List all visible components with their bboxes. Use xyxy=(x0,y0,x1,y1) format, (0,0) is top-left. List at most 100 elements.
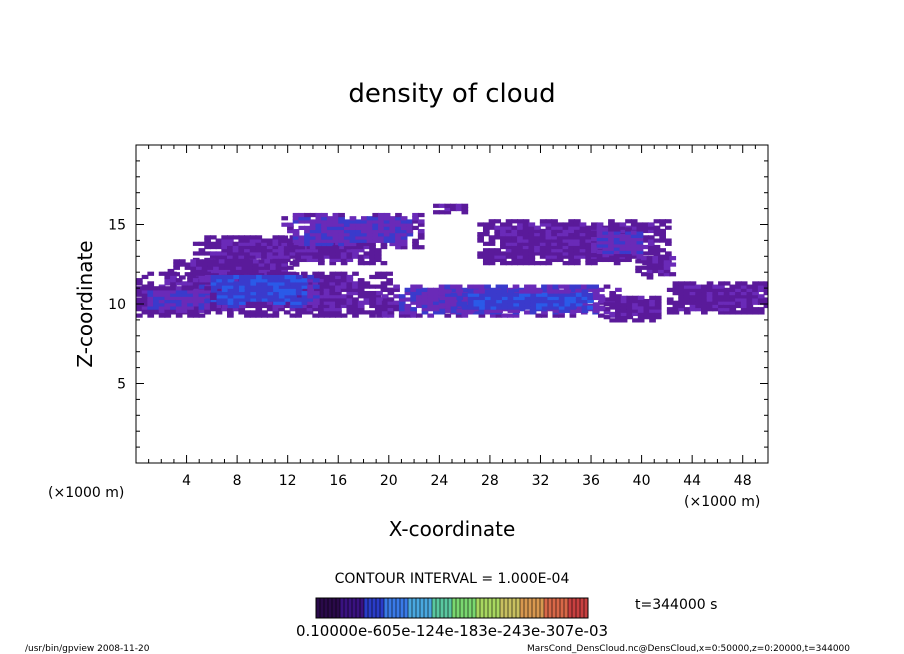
cloud-cell xyxy=(239,291,246,296)
cloud-cell xyxy=(545,238,553,243)
cloud-cell xyxy=(343,245,351,250)
cloud-cell xyxy=(393,300,400,305)
cloud-cell xyxy=(404,313,412,318)
cloud-cell xyxy=(536,292,543,297)
cloud-cell xyxy=(735,281,742,286)
cloud-cell xyxy=(170,278,177,283)
cloud-cell xyxy=(695,287,703,293)
cloud-cell xyxy=(615,318,622,323)
cloud-cell xyxy=(340,257,348,263)
cloud-cell xyxy=(207,265,215,270)
cloud-cell xyxy=(484,308,492,313)
cloud-cell xyxy=(507,305,515,310)
cloud-cell xyxy=(227,281,235,286)
cloud-cell xyxy=(581,305,589,310)
y-tick-label: 15 xyxy=(108,218,126,234)
cloud-cell xyxy=(625,257,632,263)
cloud-cell xyxy=(484,305,492,310)
cloud-cell xyxy=(332,225,340,231)
cloud-cell xyxy=(547,292,555,297)
cloud-cell xyxy=(596,257,604,263)
cloud-cell xyxy=(689,297,697,302)
cloud-cell xyxy=(500,251,507,256)
cloud-cell xyxy=(216,297,223,302)
cloud-cell xyxy=(204,281,211,286)
cloud-cell xyxy=(562,222,570,227)
colorbar-swatch xyxy=(404,598,408,618)
cloud-cell xyxy=(216,274,223,280)
cloud-cell xyxy=(318,281,325,286)
cloud-cell xyxy=(158,289,166,294)
cloud-cell xyxy=(295,300,303,305)
cloud-cell xyxy=(300,274,308,280)
cloud-cell xyxy=(534,235,541,240)
cloud-cell xyxy=(461,287,469,292)
cloud-cell xyxy=(477,254,484,259)
cloud-cell xyxy=(374,251,382,256)
cloud-cell xyxy=(490,305,498,310)
cloud-cell xyxy=(669,256,677,261)
cloud-cell xyxy=(235,268,243,274)
cloud-cell xyxy=(192,313,200,318)
cloud-cell xyxy=(643,305,651,310)
cloud-cell xyxy=(198,274,206,280)
cloud-cell xyxy=(318,248,325,253)
cloud-cell xyxy=(507,289,515,294)
colorbar-swatch xyxy=(464,598,468,618)
cloud-cell xyxy=(278,297,286,302)
cloud-cell xyxy=(192,289,200,294)
colorbar-swatch xyxy=(348,598,352,618)
cloud-cell xyxy=(630,254,638,259)
cloud-cell xyxy=(647,238,655,243)
cloud-cell xyxy=(602,227,610,232)
cloud-cell xyxy=(300,248,308,253)
cloud-cell xyxy=(507,295,515,301)
cloud-cell xyxy=(380,244,388,250)
cloud-cell xyxy=(221,284,229,289)
cloud-cell xyxy=(209,305,217,310)
cloud-cell xyxy=(164,308,172,313)
cloud-cell xyxy=(608,219,615,224)
cloud-cell xyxy=(204,286,211,291)
cloud-cell xyxy=(439,289,447,294)
cloud-cell xyxy=(284,278,292,283)
cloud-cell xyxy=(357,254,365,259)
cloud-cell xyxy=(613,236,621,242)
cloud-cell xyxy=(573,251,581,256)
cloud-cell xyxy=(329,290,337,296)
cloud-cell xyxy=(349,241,357,247)
cloud-cell xyxy=(369,257,376,263)
cloud-cell xyxy=(366,238,374,243)
cloud-cell xyxy=(636,246,644,251)
cloud-cell xyxy=(740,291,748,296)
colorbar-swatch xyxy=(316,598,320,618)
cloud-cell xyxy=(410,297,417,302)
cloud-cell xyxy=(564,299,572,304)
cloud-cell xyxy=(346,303,354,309)
cloud-cell xyxy=(467,302,475,307)
cloud-cell xyxy=(255,313,263,318)
cloud-cell xyxy=(363,294,371,299)
cloud-cell xyxy=(323,274,331,280)
cloud-cell xyxy=(141,294,149,299)
cloud-cell xyxy=(517,228,524,234)
cloud-cell xyxy=(652,259,660,264)
cloud-cell xyxy=(746,294,754,299)
cloud-cell xyxy=(553,308,560,313)
cloud-cell xyxy=(326,238,334,243)
cloud-cell xyxy=(210,284,218,289)
cloud-cell xyxy=(585,261,593,266)
cloud-cell xyxy=(663,265,671,270)
cloud-cell xyxy=(315,245,323,250)
cloud-cell xyxy=(376,310,383,315)
cloud-cell xyxy=(534,225,541,230)
cloud-cell xyxy=(357,248,365,253)
cloud-cell xyxy=(701,291,708,296)
cloud-cell xyxy=(256,281,263,286)
cloud-cell xyxy=(329,281,337,286)
cloud-cell xyxy=(598,295,606,301)
cloud-cell xyxy=(196,268,203,274)
cloud-cell xyxy=(427,307,435,312)
cloud-cell xyxy=(244,274,252,280)
colorbar-swatch xyxy=(564,598,568,618)
